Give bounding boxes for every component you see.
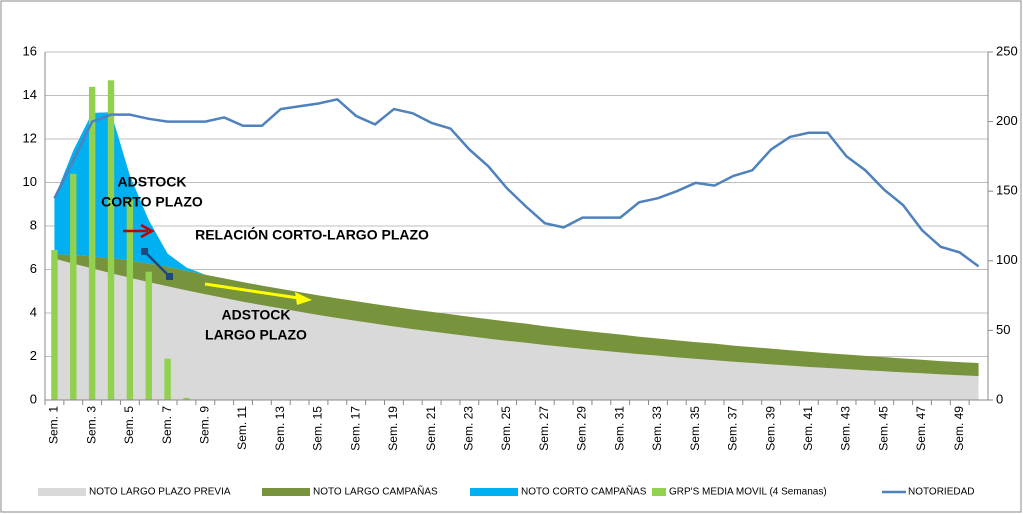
x-tick-label: Sem. 41 [801, 406, 815, 451]
area [54, 258, 979, 400]
annotation: ADSTOCK [118, 174, 187, 190]
annotation: ADSTOCK [222, 307, 291, 323]
y2-tick-label: 150 [996, 183, 1018, 198]
x-tick-label: Sem. 15 [311, 406, 325, 451]
line [53, 97, 980, 268]
y-tick-label: 2 [30, 348, 37, 363]
x-tick-label: Sem. 47 [914, 406, 928, 451]
legend-label: NOTO LARGO PLAZO PREVIA [89, 487, 231, 498]
y2-tick-label: 0 [996, 391, 1003, 406]
legend-swatch [652, 488, 666, 496]
bar [145, 271, 152, 400]
x-tick-label: Sem. 5 [122, 406, 136, 444]
x-tick-label: Sem. 13 [273, 406, 287, 451]
y-tick-label: 12 [23, 130, 37, 145]
y-tick-label: 4 [30, 304, 37, 319]
bar [51, 249, 58, 400]
x-tick-label: Sem. 39 [763, 406, 777, 451]
arrow-end [141, 248, 148, 255]
x-tick-label: Sem. 25 [499, 406, 513, 451]
legend-label: GRP'S MEDIA MOVIL (4 Semanas) [669, 487, 827, 498]
y-tick-label: 6 [30, 261, 37, 276]
x-tick-label: Sem. 9 [197, 406, 211, 444]
bar [183, 397, 190, 400]
x-tick-label: Sem. 7 [160, 406, 174, 444]
x-tick-label: Sem. 19 [386, 406, 400, 451]
x-tick-label: Sem. 1 [47, 406, 61, 444]
x-tick-label: Sem. 21 [424, 406, 438, 451]
x-tick-label: Sem. 35 [688, 406, 702, 451]
legend-label: NOTO LARGO CAMPAÑAS [313, 485, 438, 498]
legend-label: NOTO CORTO CAMPAÑAS [521, 485, 647, 498]
arrow-end [166, 273, 173, 280]
x-tick-label: Sem. 33 [650, 406, 664, 451]
x-tick-label: Sem. 37 [726, 406, 740, 451]
area [54, 254, 979, 377]
y2-tick-label: 100 [996, 252, 1018, 267]
x-tick-label: Sem. 31 [612, 406, 626, 451]
arrow [144, 251, 170, 277]
annotation: RELACIÓN CORTO-LARGO PLAZO [195, 226, 429, 243]
y-tick-label: 8 [30, 217, 37, 232]
legend-swatch [38, 488, 86, 496]
bar [107, 80, 115, 401]
legend-swatch [262, 488, 310, 496]
legend-swatch [470, 488, 518, 496]
bar [88, 86, 96, 401]
x-tick-label: Sem. 11 [235, 406, 249, 450]
annotation: CORTO PLAZO [101, 194, 203, 210]
y-tick-label: 0 [30, 391, 37, 406]
x-tick-label: Sem. 17 [348, 406, 362, 451]
legend-label: NOTORIEDAD [908, 487, 975, 498]
arrow-head [295, 292, 312, 305]
x-tick-label: Sem. 23 [462, 406, 476, 451]
y2-tick-label: 250 [996, 43, 1018, 58]
x-tick-label: Sem. 3 [84, 406, 98, 444]
arrow [204, 282, 306, 301]
y-tick-label: 14 [23, 87, 37, 102]
bar [126, 199, 134, 400]
x-tick-label: Sem. 27 [537, 406, 551, 451]
bar [70, 173, 77, 400]
x-tick-label: Sem. 49 [952, 406, 966, 451]
annotation: LARGO PLAZO [205, 327, 307, 343]
y-tick-label: 10 [23, 174, 37, 189]
x-tick-label: Sem. 43 [839, 406, 853, 451]
arrow [123, 223, 155, 239]
x-tick-label: Sem. 45 [876, 406, 890, 451]
y2-tick-label: 200 [996, 113, 1018, 128]
x-tick-label: Sem. 29 [575, 406, 589, 451]
y-tick-label: 16 [23, 43, 37, 58]
bar [164, 358, 171, 400]
y2-tick-label: 50 [996, 322, 1010, 337]
